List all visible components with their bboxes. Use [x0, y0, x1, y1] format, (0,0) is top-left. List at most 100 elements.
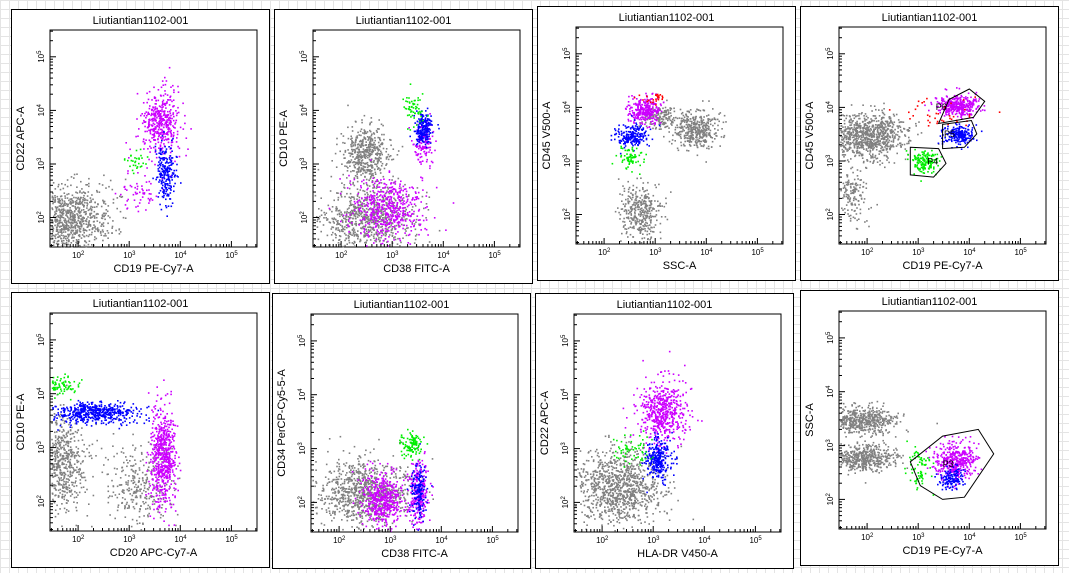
event-point: [429, 119, 431, 121]
event-point: [699, 109, 702, 112]
event-point: [688, 130, 690, 133]
event-point: [428, 196, 431, 198]
event-point: [417, 153, 420, 155]
event-point: [411, 223, 414, 225]
event-point: [709, 123, 712, 126]
event-point: [692, 118, 695, 120]
event-point: [373, 211, 376, 214]
event-point: [344, 195, 346, 198]
event-point: [328, 244, 330, 246]
event-point: [347, 224, 349, 227]
event-point: [635, 195, 637, 198]
event-point: [648, 104, 650, 107]
event-point: [370, 199, 372, 201]
event-point: [154, 116, 156, 118]
event-point: [104, 233, 107, 235]
event-point: [639, 123, 642, 125]
event-point: [153, 86, 155, 89]
event-point: [687, 140, 689, 142]
event-point: [323, 211, 325, 214]
event-point: [142, 189, 144, 192]
event-point: [659, 115, 661, 117]
event-point: [405, 188, 407, 190]
event-point: [663, 115, 666, 117]
event-point: [356, 201, 358, 204]
event-point: [679, 123, 682, 126]
event-point: [109, 216, 111, 219]
event-point: [360, 151, 362, 153]
event-point: [694, 140, 697, 143]
event-point: [105, 212, 107, 215]
event-point: [374, 208, 377, 211]
event-point: [70, 203, 72, 205]
event-point: [641, 121, 643, 123]
event-point: [381, 225, 383, 228]
event-point: [391, 201, 394, 203]
event-point: [65, 242, 68, 244]
event-point: [631, 208, 634, 210]
event-point: [103, 200, 106, 203]
event-point: [408, 211, 411, 213]
event-point: [409, 129, 412, 131]
event-point: [649, 100, 651, 102]
event-point: [94, 230, 96, 233]
event-point: [627, 195, 630, 197]
event-point: [345, 216, 347, 218]
event-point: [153, 134, 155, 136]
event-point: [404, 218, 406, 221]
event-point: [401, 145, 404, 148]
event-point: [659, 231, 662, 234]
event-point: [318, 208, 320, 210]
event-point: [377, 233, 380, 235]
event-point: [628, 137, 630, 139]
event-point: [631, 217, 633, 220]
event-point: [367, 226, 369, 228]
event-point: [642, 113, 645, 116]
event-point: [86, 195, 89, 197]
event-point: [89, 214, 91, 216]
event-point: [161, 120, 163, 122]
event-point: [392, 232, 394, 234]
event-point: [88, 220, 91, 222]
event-point: [170, 86, 172, 88]
event-point: [353, 184, 356, 187]
event-point: [381, 143, 383, 146]
event-point: [152, 130, 154, 132]
event-point: [160, 141, 163, 144]
event-point: [662, 118, 665, 121]
event-point: [429, 165, 431, 167]
event-point: [413, 210, 415, 213]
event-point: [166, 215, 168, 217]
event-point: [452, 202, 455, 204]
event-point: [340, 190, 343, 193]
event-point: [631, 106, 633, 109]
event-point: [158, 134, 160, 137]
event-point: [158, 173, 161, 175]
event-point: [646, 108, 649, 111]
event-point: [169, 155, 172, 157]
event-point: [429, 132, 432, 134]
event-point: [635, 130, 637, 132]
event-point: [62, 242, 65, 245]
event-point: [629, 233, 632, 236]
event-point: [358, 196, 361, 199]
event-point: [676, 117, 679, 120]
event-point: [379, 168, 382, 171]
event-point: [371, 213, 374, 215]
event-point: [171, 100, 173, 103]
event-point: [421, 195, 424, 198]
event-point: [154, 108, 156, 111]
event-point: [690, 135, 693, 137]
event-point: [668, 140, 671, 143]
event-point: [699, 131, 701, 133]
event-point: [429, 146, 432, 149]
event-point: [425, 134, 428, 136]
event-point: [341, 220, 344, 222]
event-point: [396, 191, 399, 194]
event-point: [377, 180, 379, 182]
event-point: [656, 109, 659, 112]
event-point: [680, 141, 682, 144]
event-point: [96, 189, 98, 192]
event-point: [159, 150, 162, 152]
event-point: [353, 245, 356, 247]
